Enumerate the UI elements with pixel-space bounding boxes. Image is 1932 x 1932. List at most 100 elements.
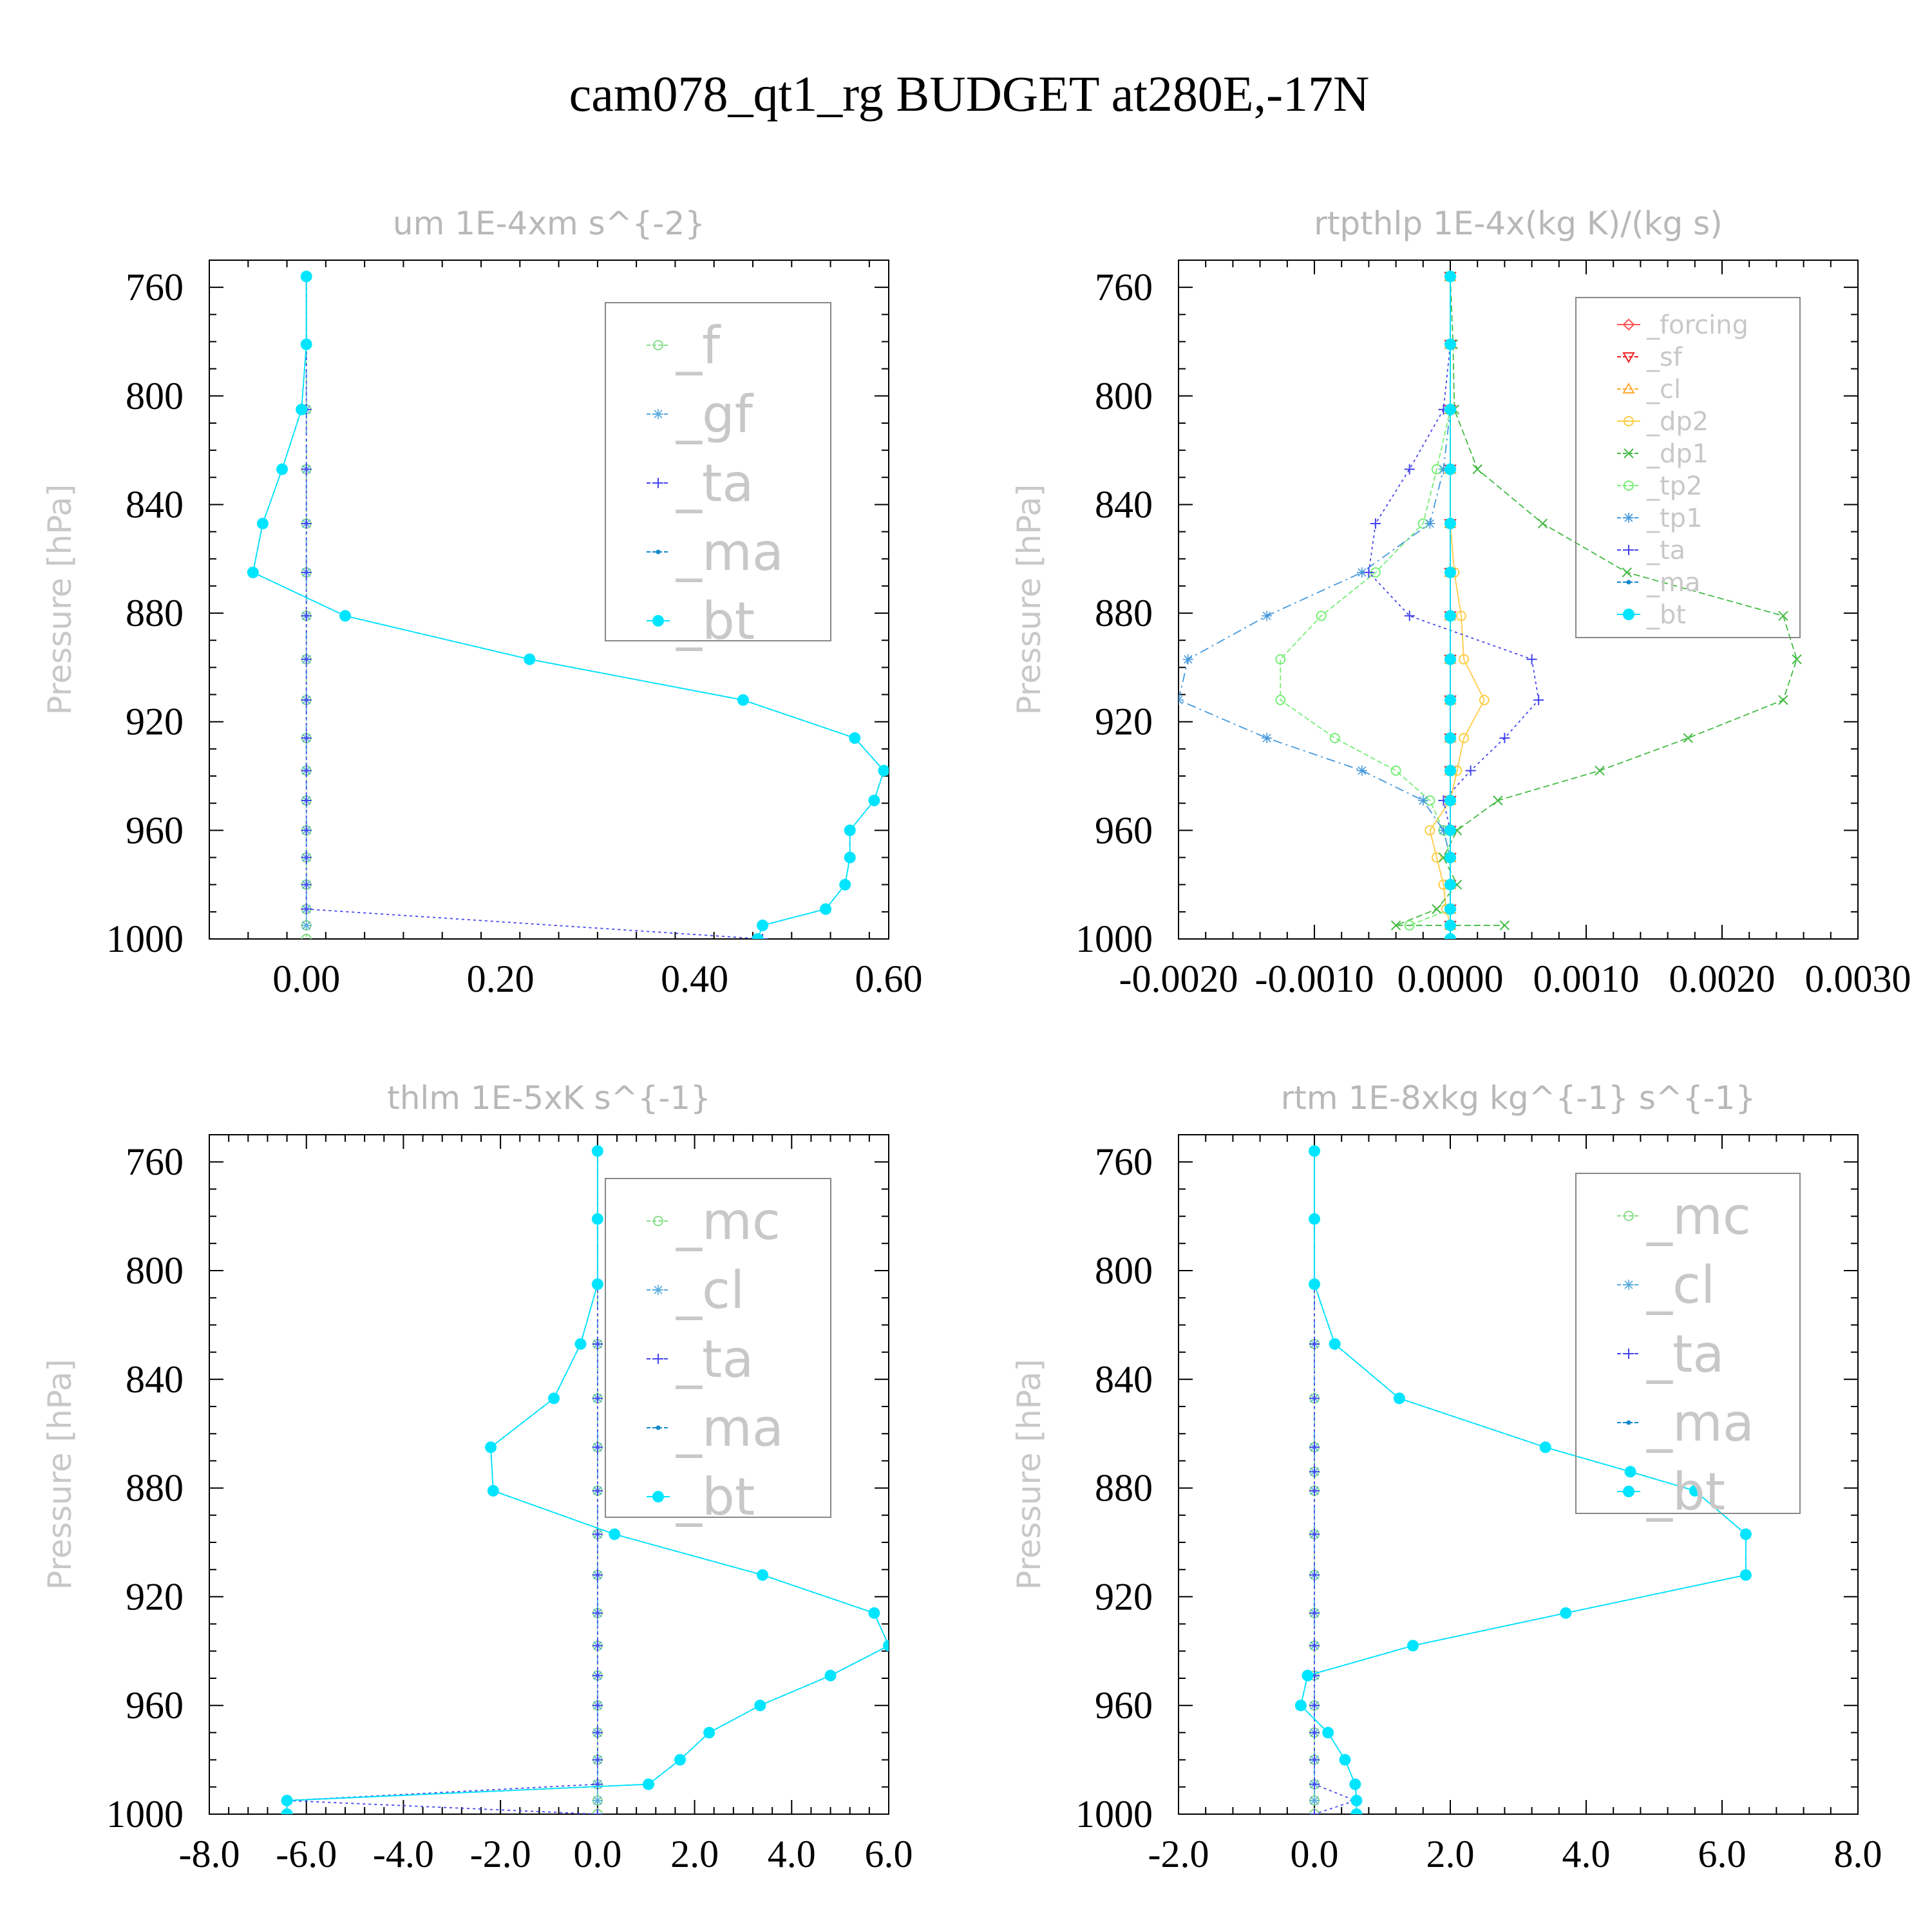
legend: _mc _cl _ta _ma _bt	[1575, 1173, 1801, 1522]
legend-label-bt: _bt	[1646, 1462, 1725, 1522]
point-bt	[574, 1338, 587, 1350]
point-dp2	[1479, 694, 1490, 705]
x-tick-label: -2.0	[1148, 1833, 1209, 1875]
legend-label-bt: _bt	[676, 1467, 755, 1527]
x-tick-label: 0.0000	[1397, 958, 1504, 1000]
series-line-ta	[1314, 1151, 1357, 1814]
point-tp1	[1417, 795, 1428, 806]
legend-label-cl: _cl	[676, 1260, 744, 1320]
point-bt	[1393, 1392, 1405, 1405]
point-bt	[256, 517, 269, 529]
point-dp2	[1459, 654, 1470, 665]
point-bt	[1444, 919, 1456, 931]
legend-marker-ta	[653, 478, 663, 488]
point-ta	[301, 464, 312, 475]
point-ta	[592, 1640, 603, 1651]
legend-label-sf: _sf	[1646, 343, 1683, 372]
point-tp1	[1356, 567, 1367, 578]
y-tick-label: 880	[1095, 592, 1153, 634]
point-tp1	[1262, 611, 1273, 621]
legend-marker-ma	[656, 1425, 661, 1430]
point-ta	[592, 1529, 603, 1540]
legend-marker-mc	[653, 1216, 663, 1226]
legend-marker-f	[653, 340, 663, 350]
point-tp2	[1390, 765, 1401, 776]
legend-marker-gf	[653, 409, 663, 419]
point-bt	[757, 919, 769, 931]
y-tick-label: 1000	[106, 1793, 184, 1835]
point-ta	[1404, 464, 1415, 475]
legend: _f _gf _ta _ma _bt	[605, 302, 831, 651]
point-bt	[485, 1441, 497, 1454]
point-bt	[1444, 878, 1456, 891]
legend-marker-dp1	[1624, 448, 1634, 459]
y-axis-label: Pressure [hPa]	[1010, 1359, 1048, 1590]
point-bt	[1444, 732, 1456, 744]
point-dp1	[1390, 920, 1401, 931]
legend-label-f: _f	[676, 316, 721, 375]
y-tick-label: 920	[1095, 1575, 1153, 1618]
point-ta	[301, 879, 312, 890]
y-tick-label: 760	[1095, 1141, 1153, 1183]
point-gf	[301, 920, 312, 931]
series-line-bt	[286, 1151, 889, 1814]
x-tick-label: 2.0	[1426, 1833, 1475, 1875]
point-bt	[868, 794, 880, 806]
y-tick-label: 800	[126, 375, 184, 417]
point-bt	[1444, 517, 1456, 529]
legend-label-cl: _cl	[1646, 1255, 1715, 1315]
point-bt	[883, 1640, 889, 1652]
point-tp1	[1438, 825, 1449, 836]
legend-marker-cl	[653, 1285, 663, 1295]
x-tick-label: -6.0	[276, 1833, 337, 1875]
point-bt	[1739, 1569, 1752, 1581]
legend-label-ma: _ma	[1646, 568, 1700, 598]
point-ta	[592, 1607, 603, 1618]
y-tick-label: 920	[126, 1575, 184, 1618]
x-tick-label: 0.40	[661, 958, 728, 1000]
legend: _forcing _sf _cl _dp2_dp1_tp2 _tp1 _ta _ma_bt	[1575, 297, 1801, 638]
x-tick-label: 0.0	[1291, 1833, 1339, 1875]
y-axis-label: Pressure [hPa]	[41, 1359, 79, 1590]
point-bt	[1444, 566, 1456, 578]
panel-title: um 1E-4xm s^{-2}	[393, 205, 705, 242]
legend-label-forcing: _forcing	[1646, 310, 1748, 340]
point-bt	[1444, 463, 1456, 475]
point-bt	[737, 694, 749, 706]
point-ta	[1309, 1569, 1320, 1580]
point-ta	[1309, 1779, 1320, 1790]
point-ta	[1309, 1700, 1320, 1711]
point-ta	[592, 1727, 603, 1738]
x-tick-label: 2.0	[670, 1833, 719, 1875]
point-ta	[1309, 1809, 1320, 1814]
point-ta	[1309, 1607, 1320, 1618]
y-tick-label: 840	[126, 483, 184, 526]
legend-marker-tp1	[1624, 513, 1634, 523]
point-ta	[1309, 1393, 1320, 1404]
point-bt	[609, 1528, 621, 1540]
y-tick-label: 1000	[1075, 1793, 1153, 1835]
point-bt	[642, 1778, 654, 1790]
point-bt	[674, 1754, 686, 1766]
x-tick-label: 6.0	[865, 1833, 913, 1875]
legend-label-ta: _ta	[1646, 536, 1685, 565]
x-tick-label: 8.0	[1834, 1833, 1882, 1875]
series-line-dp1	[1396, 276, 1797, 926]
legend-marker-dp2	[1624, 416, 1634, 426]
y-axis-label: Pressure [hPa]	[41, 484, 79, 715]
point-bt	[754, 1700, 766, 1712]
panel-3: thlm 1E-5xK s^{-1} Pressure [hPa] 760 800 84…	[41, 1079, 913, 1875]
point-ta	[301, 567, 312, 578]
y-tick-label: 920	[126, 701, 184, 743]
point-tp1	[1182, 654, 1193, 665]
y-tick-label: 800	[1095, 1249, 1153, 1292]
point-bt	[1739, 1528, 1752, 1540]
legend-label-mc: _mc	[676, 1191, 781, 1251]
point-dp2	[1455, 611, 1466, 621]
point-bt	[300, 338, 312, 350]
x-tick-label: 4.0	[768, 1833, 816, 1875]
point-ta	[592, 1338, 603, 1349]
legend-marker-cl	[1624, 1280, 1634, 1290]
series-line-ta	[287, 1151, 598, 1814]
point-dp1	[1778, 611, 1788, 621]
